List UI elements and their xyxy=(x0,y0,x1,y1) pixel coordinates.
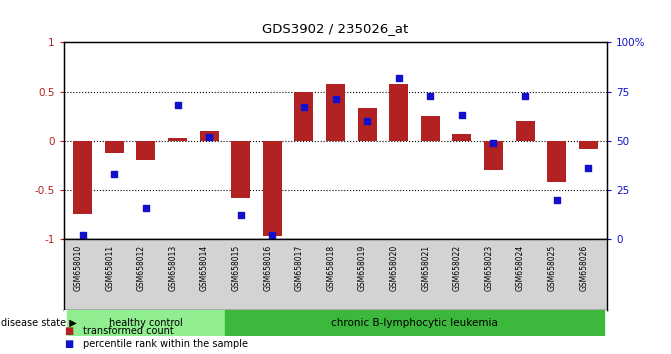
Point xyxy=(236,212,246,218)
Text: GSM658011: GSM658011 xyxy=(105,245,114,291)
Point xyxy=(362,118,372,124)
Text: GSM658018: GSM658018 xyxy=(327,245,336,291)
Text: GSM658015: GSM658015 xyxy=(231,245,241,291)
Text: GSM658016: GSM658016 xyxy=(263,245,272,291)
Point xyxy=(520,93,531,98)
Text: GSM658024: GSM658024 xyxy=(516,245,525,291)
Bar xyxy=(225,310,604,336)
Point xyxy=(552,197,562,202)
Bar xyxy=(579,141,598,149)
Point xyxy=(77,232,88,238)
Point xyxy=(393,75,404,81)
Point xyxy=(330,97,341,102)
Bar xyxy=(200,131,219,141)
Bar xyxy=(73,141,92,215)
Point xyxy=(425,93,435,98)
Bar xyxy=(452,134,471,141)
Text: GSM658023: GSM658023 xyxy=(484,245,493,291)
Text: GSM658025: GSM658025 xyxy=(548,245,557,291)
Bar xyxy=(548,141,566,182)
Text: chronic B-lymphocytic leukemia: chronic B-lymphocytic leukemia xyxy=(331,318,498,328)
Text: ■: ■ xyxy=(64,326,73,336)
Text: GSM658012: GSM658012 xyxy=(137,245,146,291)
Text: GSM658020: GSM658020 xyxy=(390,245,399,291)
Bar xyxy=(421,116,440,141)
Bar xyxy=(263,141,282,236)
Point xyxy=(456,112,467,118)
Bar xyxy=(484,141,503,170)
Point xyxy=(140,205,151,210)
Text: GSM658022: GSM658022 xyxy=(453,245,462,291)
Bar xyxy=(67,310,225,336)
Point xyxy=(488,140,499,145)
Text: GSM658010: GSM658010 xyxy=(74,245,83,291)
Text: healthy control: healthy control xyxy=(109,318,183,328)
Text: GSM658014: GSM658014 xyxy=(200,245,209,291)
Point xyxy=(583,165,594,171)
Text: GSM658026: GSM658026 xyxy=(579,245,588,291)
Bar xyxy=(105,141,123,154)
Point xyxy=(204,134,215,139)
Bar xyxy=(515,121,535,141)
Text: transformed count: transformed count xyxy=(83,326,173,336)
Bar xyxy=(358,108,376,141)
Text: GDS3902 / 235026_at: GDS3902 / 235026_at xyxy=(262,22,409,35)
Bar xyxy=(389,84,408,141)
Text: GSM658021: GSM658021 xyxy=(421,245,430,291)
Bar xyxy=(168,138,187,141)
Text: ■: ■ xyxy=(64,339,73,349)
Text: GSM658013: GSM658013 xyxy=(168,245,178,291)
Bar xyxy=(295,92,313,141)
Point xyxy=(299,104,309,110)
Bar xyxy=(231,141,250,198)
Point xyxy=(267,232,278,238)
Point xyxy=(172,103,183,108)
Text: GSM658017: GSM658017 xyxy=(295,245,304,291)
Text: GSM658019: GSM658019 xyxy=(358,245,367,291)
Text: disease state ▶: disease state ▶ xyxy=(1,318,76,328)
Point xyxy=(109,171,119,177)
Bar xyxy=(136,141,156,160)
Text: percentile rank within the sample: percentile rank within the sample xyxy=(83,339,248,349)
Bar xyxy=(326,84,345,141)
